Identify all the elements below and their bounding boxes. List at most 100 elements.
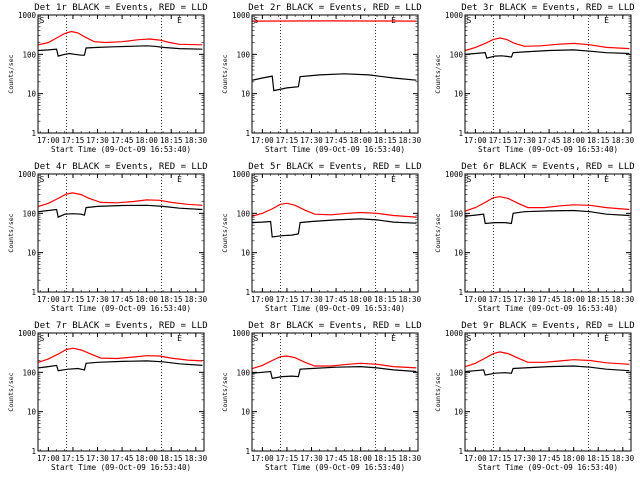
x-tick-label: 18:00 bbox=[562, 136, 585, 145]
series-events bbox=[38, 45, 203, 57]
panel-title: Det 2r BLACK = Events, RED = LLD bbox=[248, 3, 421, 13]
y-tick-label: 1000 bbox=[232, 11, 251, 20]
x-tick-label: 17:45 bbox=[325, 295, 348, 304]
x-tick-label: 17:45 bbox=[111, 454, 134, 463]
x-tick-label: 18:30 bbox=[612, 295, 635, 304]
x-tick-label: 17:30 bbox=[513, 136, 536, 145]
x-axis-label: Start Time (09-Oct-09 16:53:40) bbox=[265, 463, 405, 472]
x-tick-label: 17:00 bbox=[37, 454, 60, 463]
x-tick-label: 18:00 bbox=[349, 136, 372, 145]
x-tick-label: 18:00 bbox=[135, 136, 158, 145]
y-tick-label: 10 bbox=[241, 249, 251, 258]
series-events bbox=[252, 73, 417, 92]
y-tick-label: 10 bbox=[27, 408, 37, 417]
y-axis-label: Counts/sec bbox=[434, 372, 442, 411]
series-lld bbox=[38, 192, 203, 207]
series-events bbox=[465, 365, 630, 376]
panel-6: Det 6r BLACK = Events, RED = LLD S E 1 10 100… bbox=[434, 162, 635, 313]
y-tick-label: 1000 bbox=[232, 329, 251, 338]
y-tick-label: 1000 bbox=[18, 11, 37, 20]
panel-title: Det 7r BLACK = Events, RED = LLD bbox=[34, 321, 207, 331]
x-axis-label: Start Time (09-Oct-09 16:53:40) bbox=[478, 463, 618, 472]
x-tick-label: 17:15 bbox=[276, 295, 299, 304]
x-tick-label: 17:15 bbox=[276, 136, 299, 145]
x-tick-label: 18:00 bbox=[135, 295, 158, 304]
y-tick-label: 1 bbox=[245, 447, 250, 456]
x-tick-label: 17:15 bbox=[62, 454, 85, 463]
y-tick-label: 1000 bbox=[445, 329, 464, 338]
y-tick-label: 1 bbox=[31, 288, 36, 297]
panel-5: Det 5r BLACK = Events, RED = LLD S E 1 10 100… bbox=[221, 162, 422, 313]
x-axis-label: Start Time (09-Oct-09 16:53:40) bbox=[478, 145, 618, 154]
y-axis-label: Counts/sec bbox=[434, 213, 442, 252]
panel-title: Det 9r BLACK = Events, RED = LLD bbox=[461, 321, 634, 331]
panel-title: Det 5r BLACK = Events, RED = LLD bbox=[248, 162, 421, 172]
y-tick-label: 1 bbox=[458, 129, 463, 138]
x-tick-label: 18:00 bbox=[562, 295, 585, 304]
end-marker-label: E bbox=[391, 334, 396, 343]
y-axis-label: Counts/sec bbox=[434, 54, 442, 93]
y-tick-label: 100 bbox=[449, 209, 463, 218]
x-tick-label: 17:00 bbox=[464, 454, 487, 463]
x-tick-label: 17:00 bbox=[464, 136, 487, 145]
series-events bbox=[38, 204, 203, 218]
x-axis-label: Start Time (09-Oct-09 16:53:40) bbox=[265, 145, 405, 154]
y-tick-label: 1000 bbox=[445, 170, 464, 179]
plot-frame bbox=[37, 332, 205, 452]
y-tick-label: 10 bbox=[454, 408, 464, 417]
x-tick-label: 18:00 bbox=[562, 454, 585, 463]
x-axis-label: Start Time (09-Oct-09 16:53:40) bbox=[478, 304, 618, 313]
x-tick-label: 17:30 bbox=[86, 454, 109, 463]
plot-frame bbox=[464, 332, 632, 452]
x-tick-label: 17:45 bbox=[538, 454, 561, 463]
series-events bbox=[465, 49, 630, 59]
y-tick-label: 10 bbox=[241, 408, 251, 417]
x-tick-label: 17:45 bbox=[325, 454, 348, 463]
y-tick-label: 1000 bbox=[445, 11, 464, 20]
y-axis-label: Counts/sec bbox=[221, 372, 229, 411]
y-tick-label: 100 bbox=[236, 50, 250, 59]
y-axis-label: Counts/sec bbox=[7, 372, 15, 411]
x-axis-label: Start Time (09-Oct-09 16:53:40) bbox=[51, 463, 191, 472]
x-tick-label: 18:15 bbox=[587, 295, 610, 304]
end-marker-label: E bbox=[604, 334, 609, 343]
end-marker-label: E bbox=[177, 16, 182, 25]
series-events bbox=[465, 209, 630, 225]
end-marker-label: E bbox=[391, 175, 396, 184]
x-tick-label: 17:00 bbox=[251, 454, 274, 463]
x-tick-label: 18:15 bbox=[374, 136, 397, 145]
x-tick-label: 17:15 bbox=[276, 454, 299, 463]
x-tick-label: 18:30 bbox=[399, 295, 422, 304]
x-tick-label: 17:00 bbox=[37, 295, 60, 304]
y-axis-label: Counts/sec bbox=[221, 213, 229, 252]
x-tick-label: 17:15 bbox=[489, 454, 512, 463]
y-axis-label: Counts/sec bbox=[7, 54, 15, 93]
start-marker-label: S bbox=[40, 16, 45, 25]
panel-9: Det 9r BLACK = Events, RED = LLD S E 1 10 100… bbox=[434, 321, 635, 472]
x-tick-label: 18:30 bbox=[612, 136, 635, 145]
start-marker-label: S bbox=[467, 334, 472, 343]
plot-frame bbox=[464, 173, 632, 293]
series-events bbox=[252, 218, 417, 238]
x-tick-label: 17:15 bbox=[489, 136, 512, 145]
series-lld bbox=[38, 347, 203, 363]
y-tick-label: 1000 bbox=[18, 329, 37, 338]
x-tick-label: 18:00 bbox=[349, 454, 372, 463]
plot-frame bbox=[464, 14, 632, 134]
x-axis-label: Start Time (09-Oct-09 16:53:40) bbox=[51, 304, 191, 313]
plot-frame bbox=[251, 173, 419, 293]
x-tick-label: 18:30 bbox=[399, 136, 422, 145]
x-tick-label: 17:15 bbox=[62, 295, 85, 304]
x-tick-label: 18:15 bbox=[374, 295, 397, 304]
y-tick-label: 100 bbox=[449, 368, 463, 377]
x-tick-label: 18:15 bbox=[160, 454, 183, 463]
panel-3: Det 3r BLACK = Events, RED = LLD S E 1 10 100… bbox=[434, 3, 635, 154]
y-tick-label: 10 bbox=[241, 90, 251, 99]
panel-1: Det 1r BLACK = Events, RED = LLD S E 1 10 100… bbox=[7, 3, 208, 154]
y-tick-label: 1 bbox=[245, 129, 250, 138]
end-marker-label: E bbox=[604, 175, 609, 184]
x-tick-label: 18:15 bbox=[587, 136, 610, 145]
panel-4: Det 4r BLACK = Events, RED = LLD S E 1 10 100… bbox=[7, 162, 208, 313]
x-tick-label: 18:15 bbox=[160, 295, 183, 304]
